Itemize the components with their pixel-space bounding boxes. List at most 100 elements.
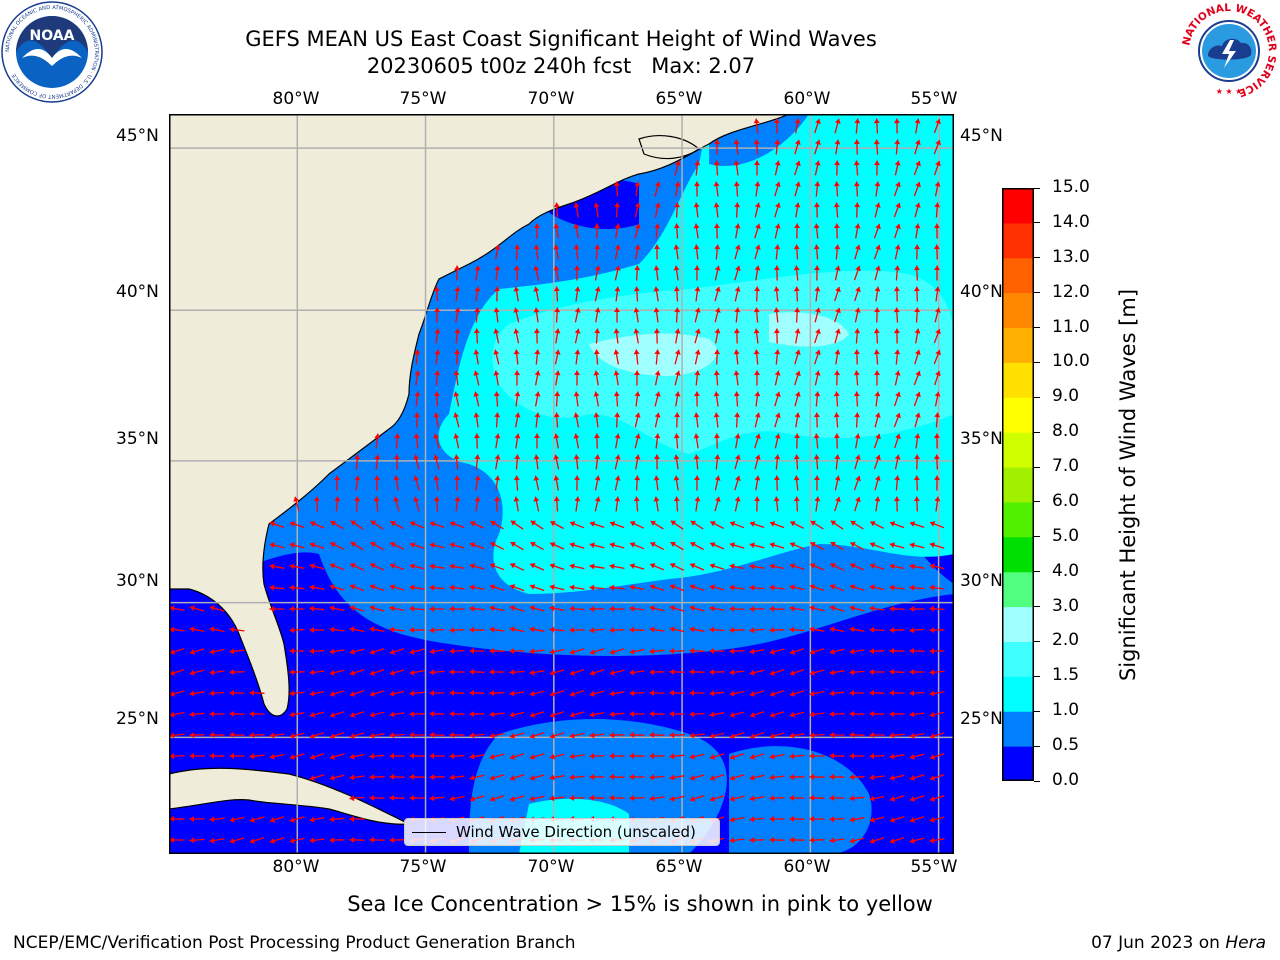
wave-direction-arrowhead xyxy=(909,817,915,823)
wave-direction-arrowhead xyxy=(634,454,641,460)
wave-direction-arrowhead xyxy=(714,265,721,271)
wave-direction-arrowhead xyxy=(869,795,875,802)
wave-direction-arrowhead xyxy=(609,563,615,570)
lon-label-top: 70°W xyxy=(527,89,575,109)
wave-direction-arrowhead xyxy=(370,541,376,548)
wave-direction-arrowhead xyxy=(289,542,295,549)
wave-direction-arrowhead xyxy=(934,265,940,270)
wave-direction-arrowhead xyxy=(873,349,880,355)
wave-direction-arrowhead xyxy=(709,584,715,591)
lat-label-right: 35°N xyxy=(960,429,1003,449)
lat-label-left: 35°N xyxy=(116,429,159,449)
wave-direction-arrowhead xyxy=(874,370,880,375)
wave-direction-arrowhead xyxy=(633,496,640,502)
wave-direction-arrowhead xyxy=(309,775,315,781)
wave-direction-arrowhead xyxy=(690,563,696,569)
wave-direction-arrowhead xyxy=(829,732,834,738)
wave-direction-arrowhead xyxy=(915,392,921,398)
wave-direction-arrowhead xyxy=(514,454,521,460)
wave-direction-arrowhead xyxy=(769,816,774,822)
wave-direction-arrowhead xyxy=(533,328,540,334)
wave-direction-arrowhead xyxy=(649,690,654,696)
wave-direction-arrowhead xyxy=(429,584,435,591)
map-title: GEFS MEAN US East Coast Significant Heig… xyxy=(245,27,877,51)
wave-direction-arrowhead xyxy=(809,816,814,822)
wave-direction-arrowhead xyxy=(553,475,560,481)
wave-direction-arrowhead xyxy=(749,837,755,844)
wave-direction-arrowhead xyxy=(349,774,355,781)
wave-direction-arrowhead xyxy=(629,669,635,676)
wave-direction-arrowhead xyxy=(653,307,660,313)
wave-direction-arrowhead xyxy=(209,711,214,717)
wave-direction-arrowhead xyxy=(413,496,420,502)
wave-direction-arrowhead xyxy=(813,223,820,229)
wave-direction-arrowhead xyxy=(733,349,740,355)
wave-direction-arrowhead xyxy=(929,732,935,739)
wave-direction-arrowhead xyxy=(869,669,874,675)
wave-direction-arrowhead xyxy=(289,732,295,739)
wave-direction-arrowhead xyxy=(714,307,721,313)
wave-direction-arrowhead xyxy=(449,521,456,527)
wave-direction-arrowhead xyxy=(753,307,760,313)
wave-direction-arrowhead xyxy=(774,370,781,376)
wave-direction-arrowhead xyxy=(429,710,435,717)
wave-direction-arrowhead xyxy=(794,223,801,229)
wave-direction-arrowhead xyxy=(654,391,661,397)
wave-direction-arrowhead xyxy=(734,454,741,460)
run-date: 07 Jun 2023 on Hera xyxy=(1091,933,1266,953)
wave-direction-arrowhead xyxy=(454,496,461,502)
wave-direction-arrowhead xyxy=(854,307,861,313)
wave-direction-arrowhead xyxy=(293,496,300,502)
wave-direction-arrowhead xyxy=(553,496,560,502)
wave-direction-arrowhead xyxy=(393,496,400,502)
wave-direction-arrowhead xyxy=(729,816,735,823)
wave-direction-arrowhead xyxy=(809,732,815,739)
wave-direction-arrowhead xyxy=(414,349,421,355)
wave-direction-arrowhead xyxy=(189,690,195,697)
wave-direction-arrowhead xyxy=(909,606,914,612)
wave-direction-arrowhead xyxy=(789,795,794,801)
wave-direction-arrowhead xyxy=(609,542,615,549)
wave-direction-arrowhead xyxy=(429,731,435,738)
wave-direction-arrowhead xyxy=(549,712,556,718)
wave-direction-arrowhead xyxy=(490,520,496,527)
wave-direction-arrowhead xyxy=(489,775,495,781)
wave-direction-arrowhead xyxy=(813,454,820,460)
wave-direction-arrowhead xyxy=(369,732,375,739)
wave-direction-arrowhead xyxy=(809,605,815,612)
wave-direction-arrowhead xyxy=(755,433,761,439)
wave-direction-arrowhead xyxy=(909,627,915,634)
wave-direction-arrowhead xyxy=(409,627,414,633)
wave-direction-arrowhead xyxy=(549,669,555,676)
wave-direction-arrowhead xyxy=(713,202,720,208)
wave-direction-arrowhead xyxy=(734,307,741,313)
wave-direction-arrowhead xyxy=(834,160,841,166)
wave-direction-arrowhead xyxy=(895,181,901,188)
wave-direction-arrowhead xyxy=(629,774,634,780)
wave-direction-arrowhead xyxy=(793,244,800,250)
wave-direction-arrowhead xyxy=(449,627,455,634)
wave-direction-arrowhead xyxy=(670,520,677,526)
wave-direction-arrowhead xyxy=(669,605,675,611)
wave-direction-arrowhead xyxy=(534,370,541,376)
wave-direction-arrowhead xyxy=(634,475,641,481)
wave-direction-arrowhead xyxy=(529,712,535,718)
wave-direction-arrowhead xyxy=(514,433,521,439)
wave-direction-arrowhead xyxy=(773,496,780,502)
wave-direction-arrowhead xyxy=(749,795,755,802)
wave-direction-arrowhead xyxy=(533,265,540,271)
wave-direction-arrowhead xyxy=(709,690,715,697)
wave-direction-arrowhead xyxy=(474,496,481,502)
wave-direction-arrowhead xyxy=(349,648,355,655)
wave-direction-arrowhead xyxy=(869,605,875,612)
wave-direction-arrowhead xyxy=(649,710,655,717)
wave-direction-arrowhead xyxy=(309,711,315,718)
wave-direction-arrowhead xyxy=(829,752,835,759)
wave-direction-arrowhead xyxy=(874,202,881,208)
wave-direction-arrowhead xyxy=(929,775,936,781)
wave-direction-arrowhead xyxy=(795,160,801,167)
wave-direction-arrowhead xyxy=(509,690,515,697)
wave-direction-arrowhead xyxy=(593,370,600,376)
wave-direction-arrowhead xyxy=(413,475,420,481)
wave-direction-arrowhead xyxy=(169,626,175,633)
